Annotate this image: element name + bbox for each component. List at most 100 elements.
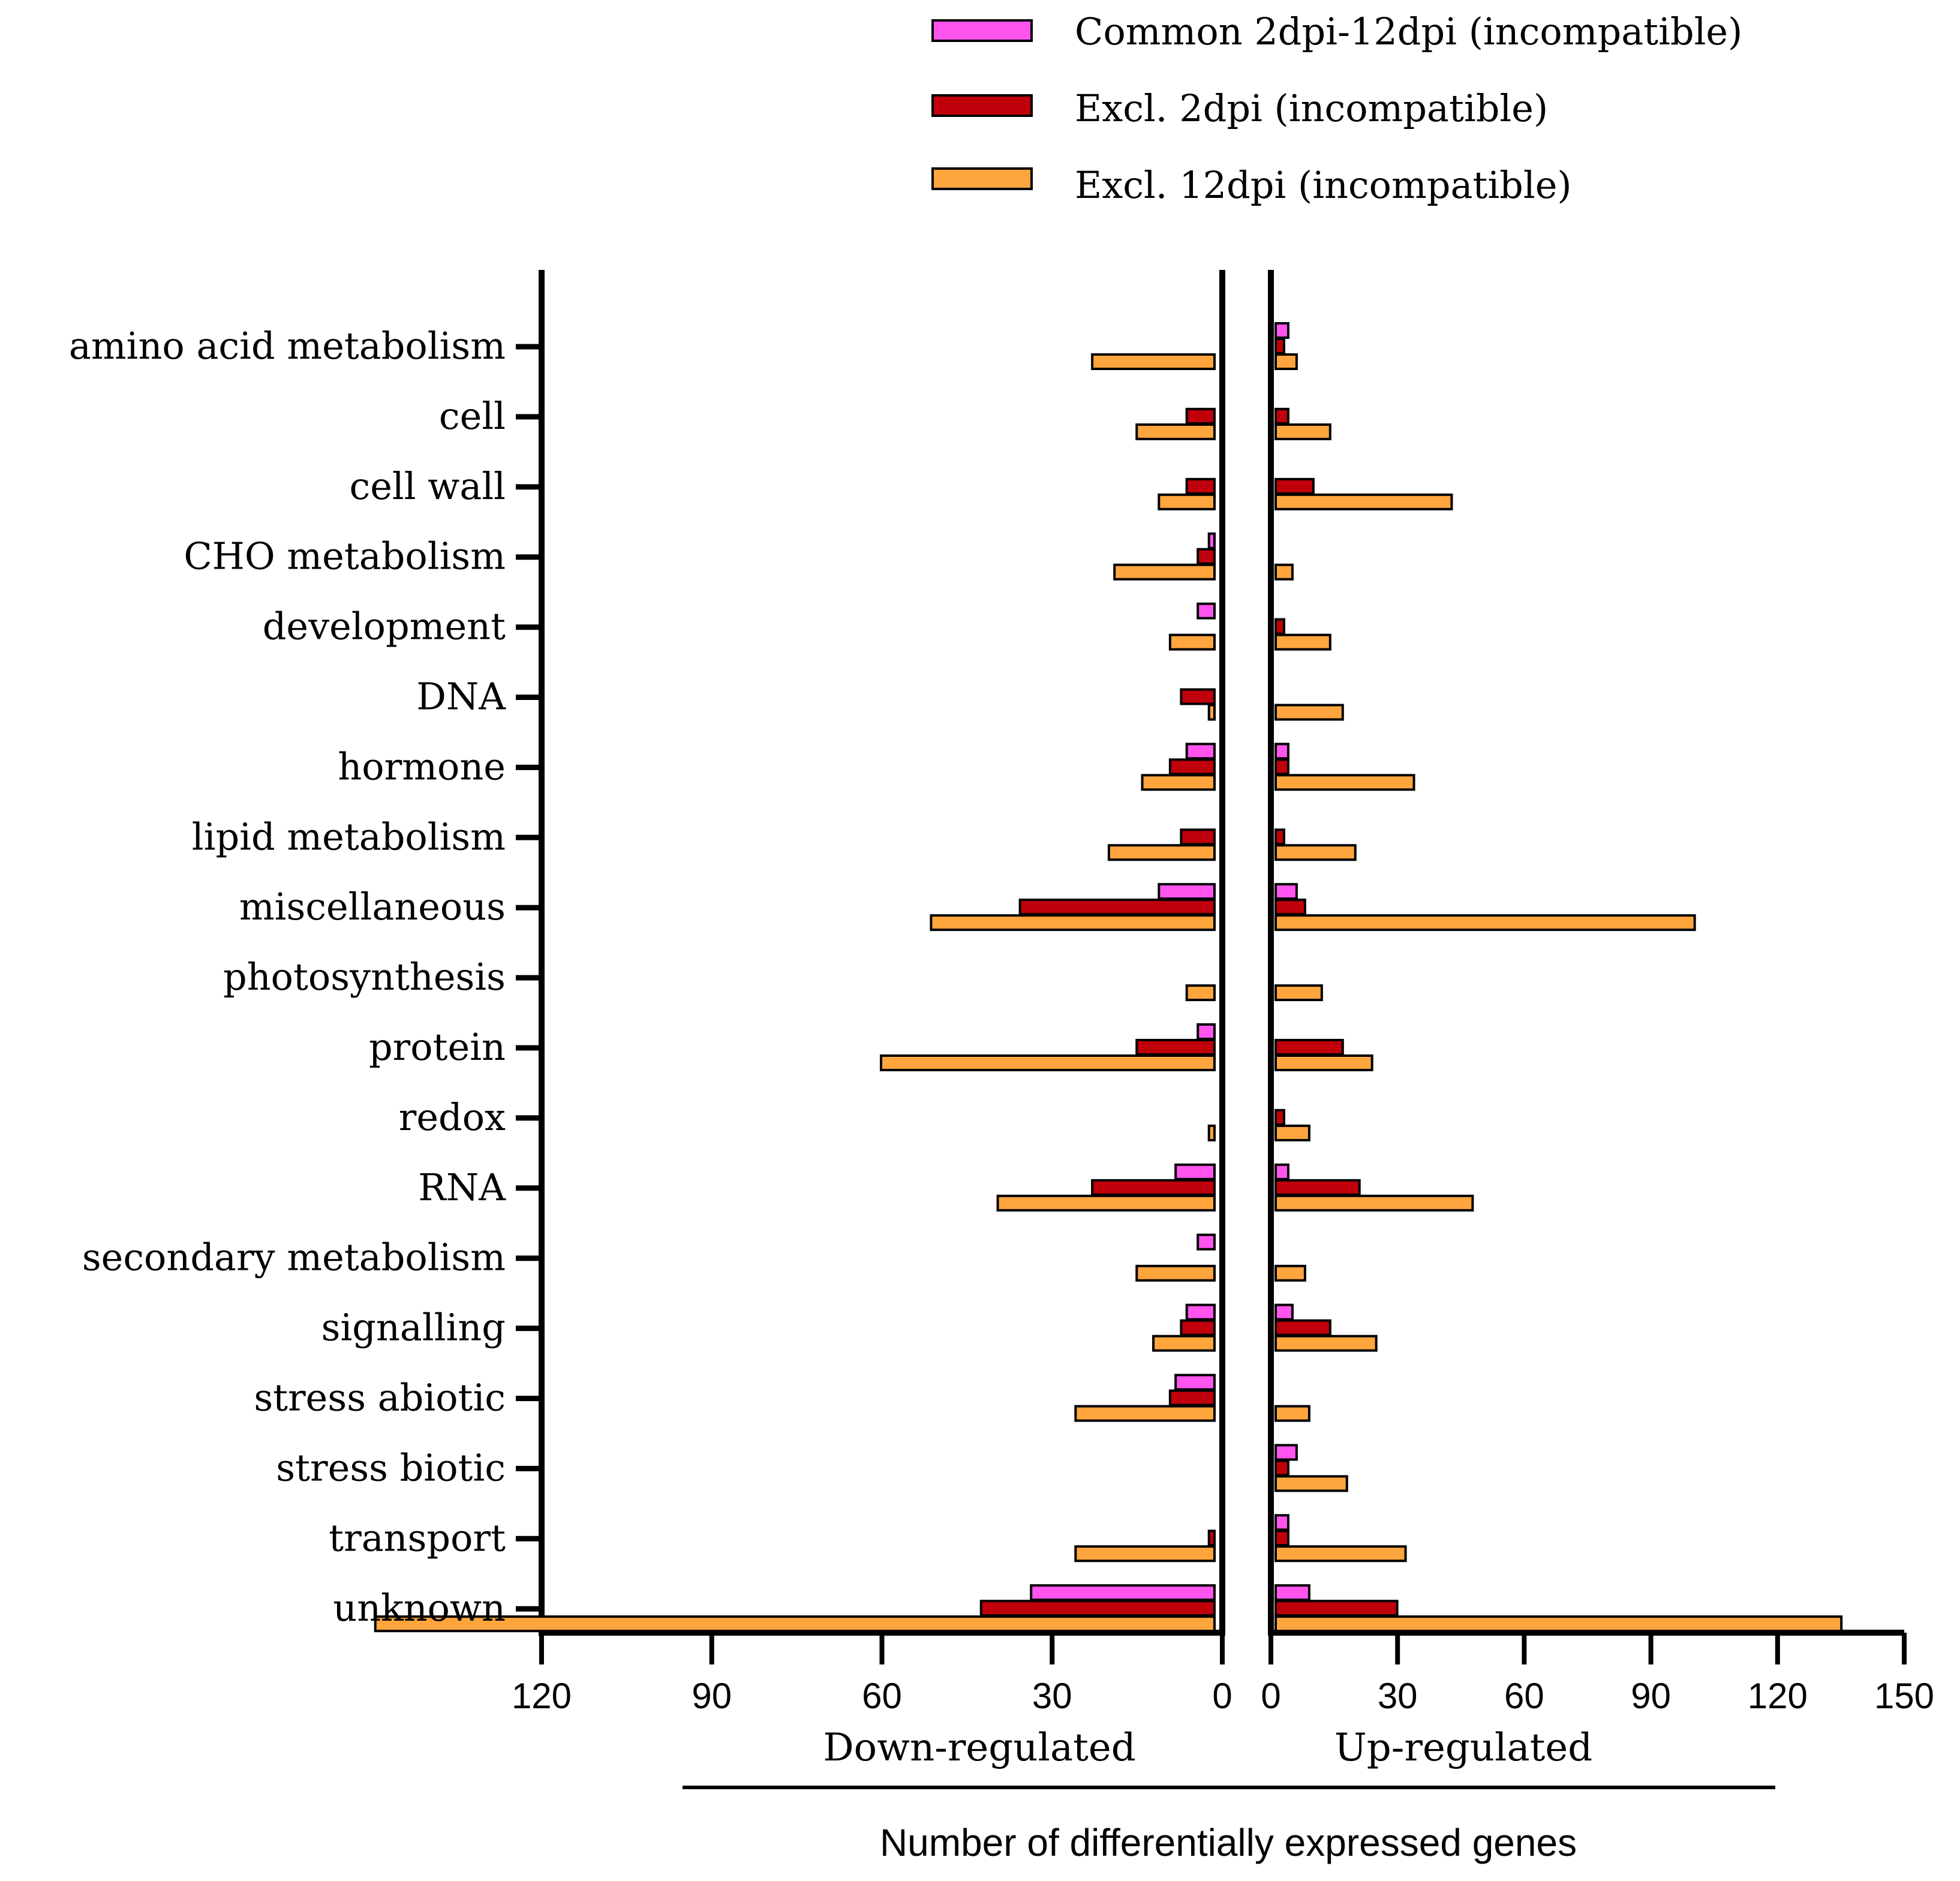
bar-up-rna-s0 bbox=[1274, 1163, 1289, 1180]
bar-down-rna-s1 bbox=[1091, 1179, 1216, 1196]
bar-down-unknown-s1 bbox=[979, 1600, 1216, 1617]
bar-up-development-s1 bbox=[1274, 618, 1285, 635]
bar-up-redox-s2 bbox=[1274, 1124, 1310, 1141]
up-regulated-label: Up-regulated bbox=[1334, 1726, 1592, 1770]
category-label-protein: protein bbox=[369, 1025, 506, 1069]
bar-down-unknown-s2 bbox=[374, 1615, 1216, 1633]
bar-down-unknown-s0 bbox=[1030, 1584, 1216, 1601]
bar-up-cell-wall-s1 bbox=[1274, 477, 1315, 495]
bar-down-amino-acid-metabolism-s2 bbox=[1091, 353, 1216, 370]
x-tick-label-down-0: 0 bbox=[1212, 1676, 1232, 1716]
bar-up-signalling-s0 bbox=[1274, 1303, 1294, 1321]
bar-up-hormone-s1 bbox=[1274, 758, 1289, 776]
bar-down-dna-s1 bbox=[1180, 688, 1216, 705]
x-tick-label-up-60: 60 bbox=[1504, 1676, 1544, 1716]
bar-down-hormone-s0 bbox=[1185, 743, 1216, 760]
x-tick-label-down-90: 90 bbox=[692, 1676, 732, 1716]
bar-up-cell-s1 bbox=[1274, 407, 1289, 425]
legend-swatch-excl-12dpi bbox=[931, 167, 1033, 190]
bar-down-secondary-metabolism-s2 bbox=[1135, 1264, 1216, 1282]
bar-up-miscellaneous-s1 bbox=[1274, 899, 1306, 916]
category-label-rna: RNA bbox=[418, 1165, 506, 1209]
bar-down-cell-wall-s2 bbox=[1158, 493, 1216, 510]
bar-up-unknown-s0 bbox=[1274, 1584, 1310, 1601]
bar-up-amino-acid-metabolism-s2 bbox=[1274, 353, 1298, 370]
category-label-cho-metabolism: CHO metabolism bbox=[184, 534, 506, 578]
bar-down-protein-s0 bbox=[1197, 1023, 1216, 1040]
bar-down-rna-s0 bbox=[1174, 1163, 1216, 1180]
bar-up-transport-s2 bbox=[1274, 1545, 1407, 1563]
bar-down-miscellaneous-s2 bbox=[930, 914, 1216, 932]
bar-up-stress-biotic-s0 bbox=[1274, 1444, 1298, 1461]
bar-up-lipid-metabolism-s1 bbox=[1274, 828, 1285, 846]
bar-down-cell-s1 bbox=[1185, 407, 1216, 425]
bar-up-dna-s2 bbox=[1274, 704, 1344, 721]
category-label-transport: transport bbox=[329, 1516, 506, 1560]
bar-up-lipid-metabolism-s2 bbox=[1274, 844, 1357, 861]
bar-down-cho-metabolism-s0 bbox=[1207, 532, 1216, 549]
bar-down-lipid-metabolism-s2 bbox=[1107, 844, 1216, 861]
bar-down-lipid-metabolism-s1 bbox=[1180, 828, 1216, 846]
category-label-lipid-metabolism: lipid metabolism bbox=[192, 815, 506, 858]
bar-down-transport-s1 bbox=[1207, 1530, 1216, 1547]
bar-up-redox-s1 bbox=[1274, 1108, 1285, 1126]
bar-up-unknown-s1 bbox=[1274, 1600, 1399, 1617]
legend-label-excl-12dpi: Excl. 12dpi (incompatible) bbox=[1075, 163, 1572, 207]
category-label-redox: redox bbox=[399, 1095, 506, 1139]
category-label-stress-abiotic: stress abiotic bbox=[254, 1376, 506, 1420]
category-label-hormone: hormone bbox=[338, 744, 506, 788]
x-tick-label-up-0: 0 bbox=[1261, 1676, 1280, 1716]
x-tick-label-down-120: 120 bbox=[512, 1676, 572, 1716]
bar-up-rna-s2 bbox=[1274, 1194, 1474, 1212]
category-label-stress-biotic: stress biotic bbox=[276, 1446, 506, 1489]
axes bbox=[539, 270, 1904, 1789]
bar-down-stress-abiotic-s2 bbox=[1074, 1405, 1216, 1422]
bar-up-transport-s0 bbox=[1274, 1514, 1289, 1531]
bar-up-cell-wall-s2 bbox=[1274, 493, 1453, 510]
bar-down-signalling-s1 bbox=[1180, 1319, 1216, 1336]
bar-down-protein-s2 bbox=[880, 1054, 1216, 1071]
category-ticks bbox=[516, 344, 542, 1612]
bar-down-miscellaneous-s0 bbox=[1158, 883, 1216, 900]
bar-up-rna-s1 bbox=[1274, 1179, 1361, 1196]
category-label-amino-acid-metabolism: amino acid metabolism bbox=[69, 324, 506, 368]
bar-down-protein-s1 bbox=[1135, 1039, 1216, 1056]
bar-up-unknown-s2 bbox=[1274, 1615, 1843, 1633]
bar-down-stress-abiotic-s1 bbox=[1168, 1389, 1216, 1407]
bar-down-cho-metabolism-s1 bbox=[1197, 548, 1216, 565]
bar-up-miscellaneous-s0 bbox=[1274, 883, 1298, 900]
bar-down-miscellaneous-s1 bbox=[1018, 899, 1216, 916]
category-label-secondary-metabolism: secondary metabolism bbox=[82, 1236, 506, 1279]
bar-down-dna-s2 bbox=[1207, 704, 1216, 721]
legend: Common 2dpi-12dpi (incompatible) Excl. 2… bbox=[931, 10, 1742, 207]
x-tick-label-down-30: 30 bbox=[1032, 1676, 1072, 1716]
legend-label-common: Common 2dpi-12dpi (incompatible) bbox=[1075, 10, 1742, 53]
bar-down-development-s2 bbox=[1168, 633, 1216, 651]
x-tick-label-up-120: 120 bbox=[1748, 1676, 1808, 1716]
bar-up-secondary-metabolism-s2 bbox=[1274, 1264, 1306, 1282]
bar-down-photosynthesis-s2 bbox=[1185, 984, 1216, 1002]
bar-up-amino-acid-metabolism-s0 bbox=[1274, 322, 1289, 339]
category-label-development: development bbox=[263, 605, 506, 648]
bar-up-protein-s1 bbox=[1274, 1039, 1344, 1056]
x-tick-label-down-60: 60 bbox=[862, 1676, 902, 1716]
bar-up-photosynthesis-s2 bbox=[1274, 984, 1323, 1002]
bar-up-protein-s2 bbox=[1274, 1054, 1373, 1071]
x-axis-ticks: 120 90 60 30 0 0 30 60 90 120 150 bbox=[512, 1633, 1934, 1716]
bar-up-hormone-s0 bbox=[1274, 743, 1289, 760]
category-label-dna: DNA bbox=[416, 675, 506, 719]
category-label-unknown: unknown bbox=[333, 1586, 506, 1630]
x-tick-label-up-30: 30 bbox=[1378, 1676, 1418, 1716]
bar-up-miscellaneous-s2 bbox=[1274, 914, 1696, 932]
bars bbox=[374, 322, 1843, 1633]
bar-up-development-s2 bbox=[1274, 633, 1331, 651]
bar-down-signalling-s0 bbox=[1185, 1303, 1216, 1321]
bar-down-cell-wall-s1 bbox=[1185, 477, 1216, 495]
bar-down-cho-metabolism-s2 bbox=[1113, 563, 1216, 581]
x-tick-label-up-150: 150 bbox=[1874, 1676, 1934, 1716]
category-label-cell: cell bbox=[439, 394, 506, 438]
x-tick-label-up-90: 90 bbox=[1631, 1676, 1671, 1716]
bar-up-signalling-s1 bbox=[1274, 1319, 1331, 1336]
x-axis-title: Number of differentially expressed genes bbox=[880, 1821, 1577, 1864]
